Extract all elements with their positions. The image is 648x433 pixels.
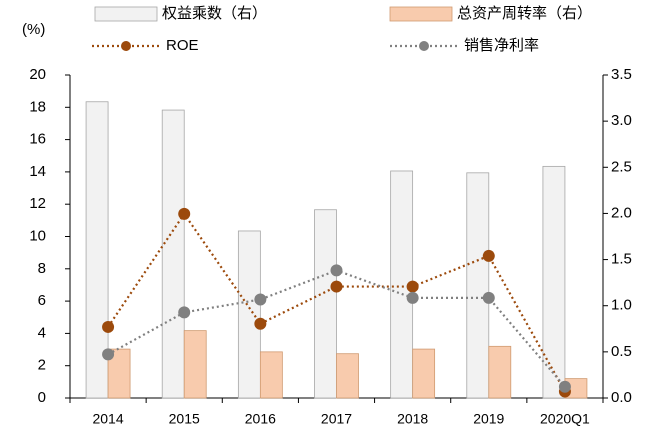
- y2-tick-label: 3.5: [611, 66, 632, 83]
- y2-tick-label: 2.5: [611, 158, 632, 175]
- legend-label: ROE: [166, 37, 199, 54]
- y-tick-label: 4: [38, 324, 46, 341]
- x-tick-label: 2019: [473, 411, 504, 427]
- marker: [330, 264, 343, 277]
- y-tick-label: 6: [38, 292, 46, 309]
- y2-tick-label: 2.0: [611, 204, 632, 221]
- bar: [237, 230, 261, 399]
- bar: [314, 209, 337, 399]
- marker: [254, 317, 267, 330]
- bar: [466, 172, 490, 399]
- bar: [107, 348, 131, 399]
- y-tick-label: 14: [29, 163, 46, 180]
- y-tick-label: 16: [29, 131, 46, 148]
- x-tick-label: 2016: [245, 411, 276, 427]
- legend-swatch: [94, 6, 158, 22]
- marker: [330, 280, 343, 293]
- legend-marker: [419, 41, 429, 51]
- marker: [482, 291, 495, 304]
- marker: [102, 348, 115, 361]
- bar: [412, 348, 436, 399]
- legend-marker: [121, 41, 131, 51]
- y2-tick-label: 3.0: [611, 112, 632, 129]
- marker: [102, 320, 115, 333]
- marker: [406, 280, 419, 293]
- y-tick-label: 2: [38, 357, 46, 374]
- marker: [482, 249, 495, 262]
- x-tick-label: 2015: [169, 411, 200, 427]
- bar: [488, 345, 512, 399]
- y2-tick-label: 1.0: [611, 297, 632, 314]
- marker: [178, 306, 191, 319]
- bar: [183, 330, 207, 399]
- marker: [406, 291, 419, 304]
- y2-tick-label: 0.5: [611, 343, 632, 360]
- y-tick-label: 0: [38, 389, 46, 406]
- y2-tick-label: 1.5: [611, 251, 632, 268]
- legend-label: 总资产周转率（右）: [457, 5, 592, 22]
- bar: [259, 351, 283, 399]
- marker: [558, 380, 571, 393]
- bar: [85, 101, 109, 399]
- y-tick-label: 18: [29, 98, 46, 115]
- x-tick-label: 2020Q1: [540, 411, 590, 427]
- x-tick-label: 2017: [321, 411, 352, 427]
- y-tick-label: 10: [29, 227, 46, 244]
- marker: [254, 293, 267, 306]
- marker: [178, 207, 191, 220]
- y-axis-label: (%): [22, 21, 45, 38]
- y-tick-label: 20: [29, 66, 46, 83]
- bar: [336, 353, 359, 399]
- y2-tick-label: 0.0: [611, 389, 632, 406]
- legend-label: 权益乘数（右）: [162, 5, 267, 22]
- bar: [161, 109, 185, 399]
- legend-swatch: [389, 6, 453, 22]
- y-tick-label: 12: [29, 195, 46, 212]
- x-tick-label: 2014: [92, 411, 123, 427]
- bar: [542, 165, 566, 399]
- y-tick-label: 8: [38, 260, 46, 277]
- x-tick-label: 2018: [397, 411, 428, 427]
- legend-label: 销售净利率: [464, 37, 539, 54]
